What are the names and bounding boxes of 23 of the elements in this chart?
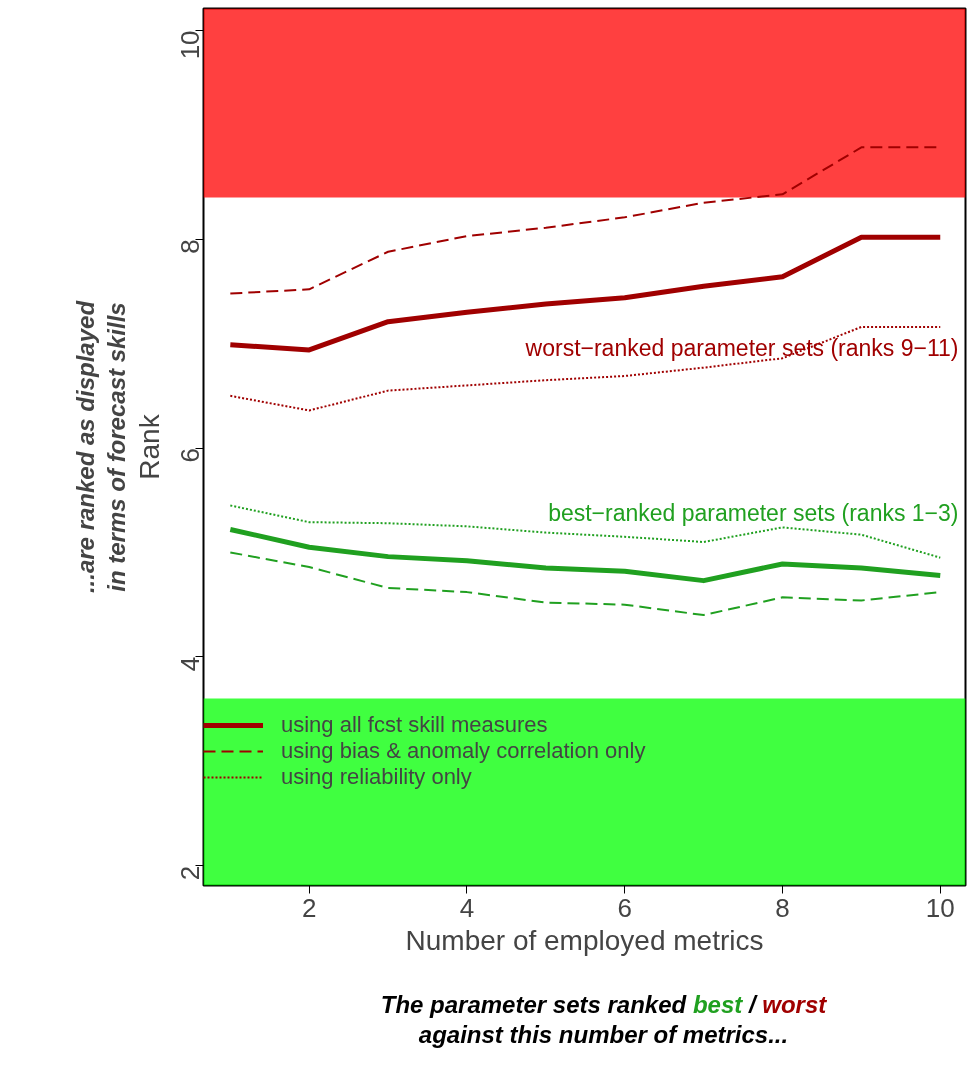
text: / [748, 991, 756, 1018]
y-tick-label: 10 [175, 30, 206, 60]
y-axis-title: Rank [133, 413, 165, 480]
x-tick-label: 4 [459, 892, 475, 923]
y-tick-label: 6 [175, 448, 206, 463]
text: best [692, 991, 743, 1018]
x-tick-label: 8 [775, 892, 790, 923]
y-tick-label: 4 [175, 656, 206, 672]
x-axis-title: Number of employed metrics [405, 924, 764, 956]
y-tick-label: 8 [175, 239, 206, 254]
x-tick-label: 2 [301, 892, 317, 923]
legend-label: using all fcst skill measures [281, 712, 548, 738]
annotation: best−ranked parameter sets (ranks 1−3) [548, 499, 959, 526]
legend-label: using reliability only [281, 764, 472, 790]
text: ...are ranked as displayed [71, 299, 99, 594]
text: The parameter sets ranked [380, 991, 687, 1018]
x-tick-label: 6 [617, 892, 632, 923]
text: in terms of forecast skills [102, 302, 130, 592]
y-tick-label: 2 [175, 865, 206, 881]
text: against this number of metrics... [418, 1021, 789, 1048]
legend-label: using bias & anomaly correlation only [281, 738, 646, 764]
text: worst [762, 991, 827, 1018]
x-tick-label: 10 [925, 892, 955, 923]
